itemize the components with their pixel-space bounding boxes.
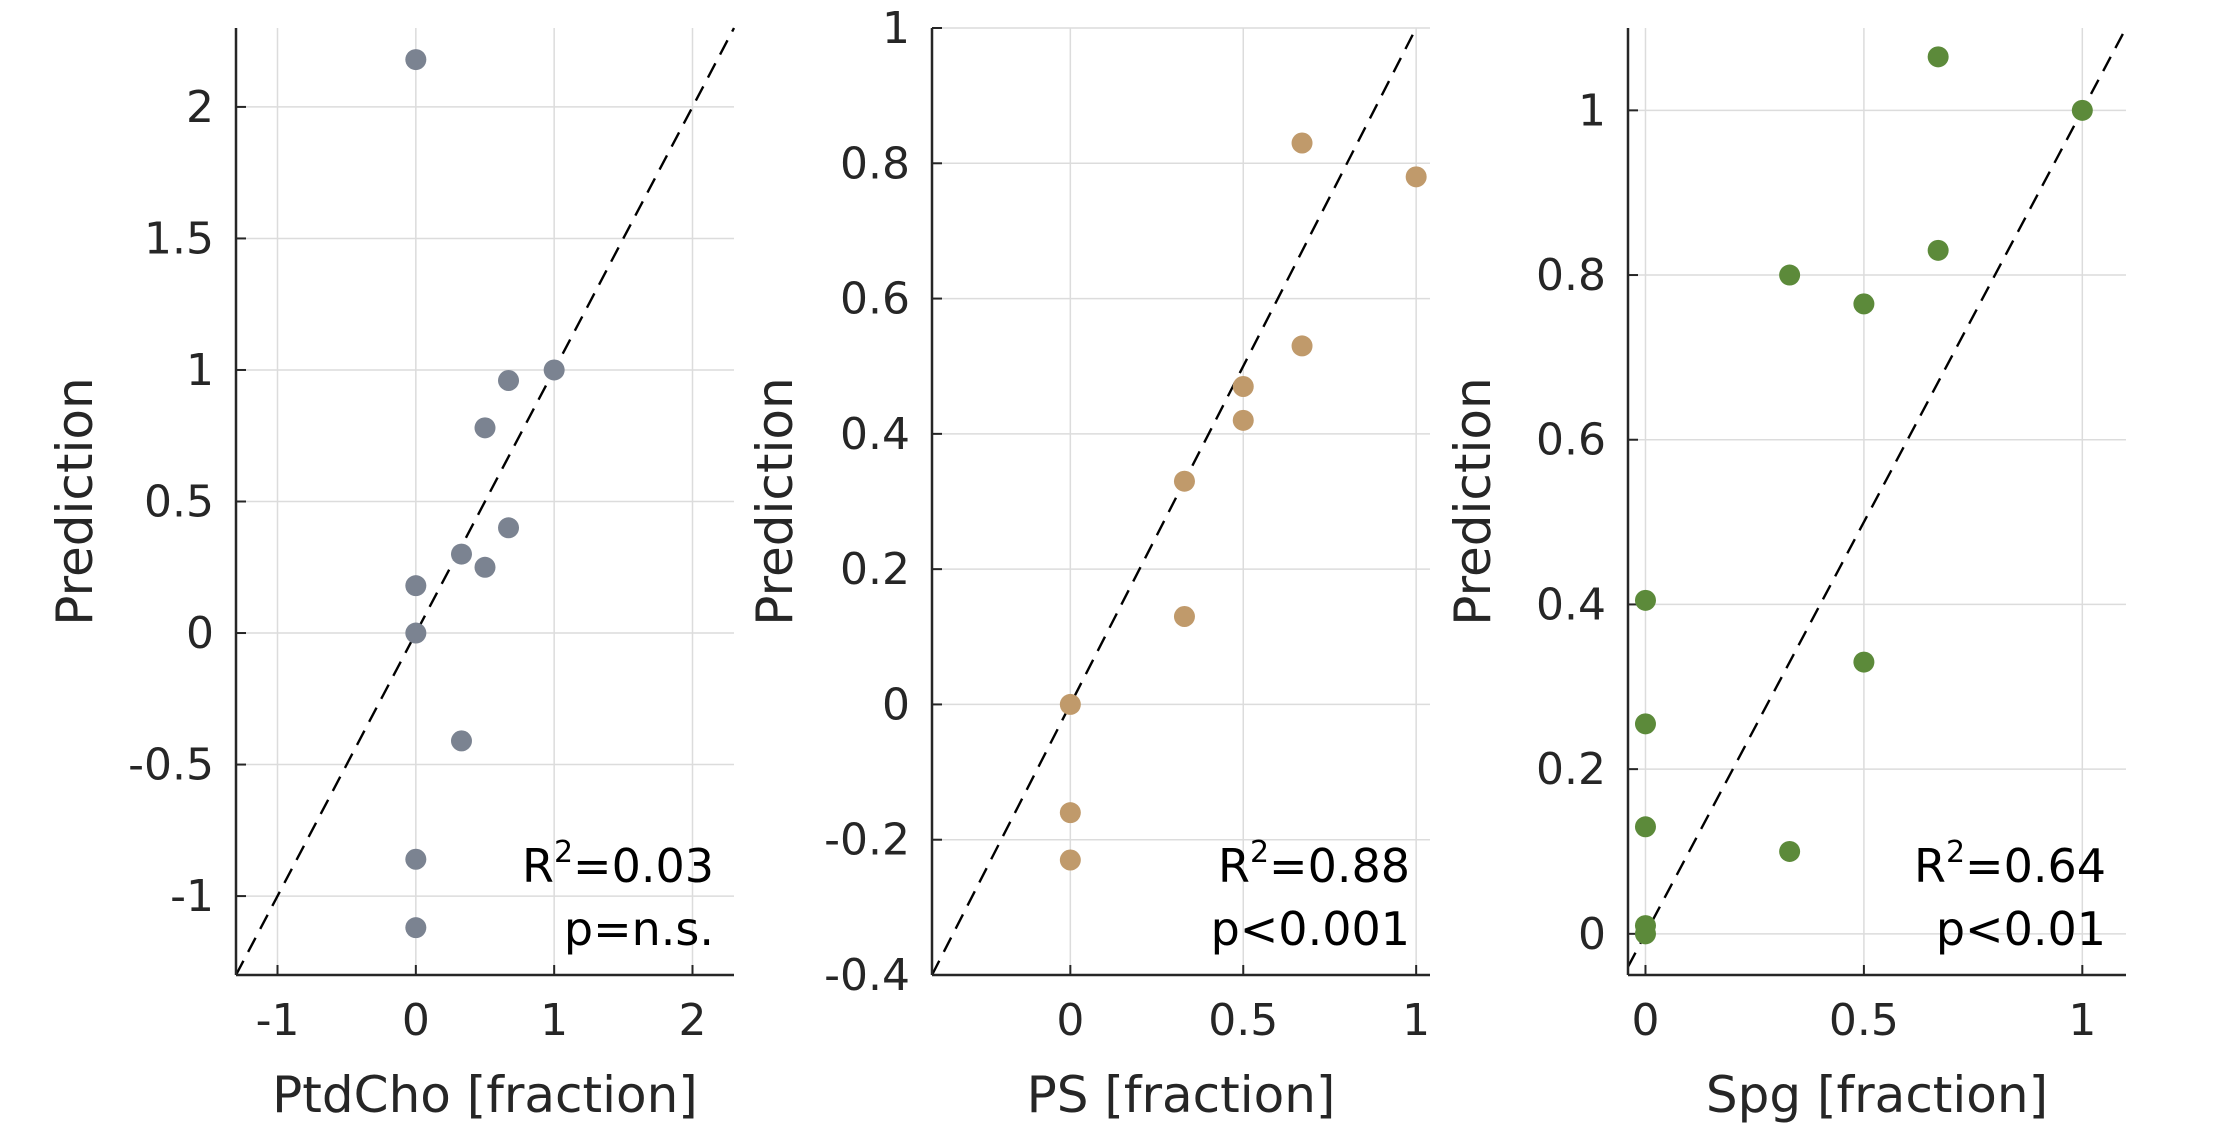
r-squared-annotation: R2=0.88 xyxy=(1218,835,1410,893)
data-point xyxy=(405,575,427,597)
data-point xyxy=(1059,802,1081,824)
data-point xyxy=(1853,293,1875,315)
y-tick-label: 0.2 xyxy=(840,544,910,595)
x-tick-label: 0.5 xyxy=(1208,995,1278,1046)
x-tick-label: 2 xyxy=(679,995,707,1046)
y-tick-label: 1.5 xyxy=(144,213,214,264)
data-point xyxy=(1634,923,1656,945)
data-point xyxy=(405,848,427,870)
x-axis-title: PS [fraction] xyxy=(1027,1066,1336,1124)
y-axis-title: Prediction xyxy=(1444,377,1502,625)
r-squared-value: =0.64 xyxy=(1965,839,2106,893)
data-point xyxy=(1232,409,1254,431)
y-tick-label: 0.6 xyxy=(840,274,910,325)
x-tick-label: 0 xyxy=(402,995,430,1046)
x-axis-title: Spg [fraction] xyxy=(1706,1066,2048,1124)
y-tick-label: 1 xyxy=(882,3,910,54)
y-tick-label: 0 xyxy=(186,608,214,659)
y-tick-label: -0.5 xyxy=(128,740,214,791)
p-value-annotation: p<0.01 xyxy=(1936,902,2106,956)
identity-reference-line xyxy=(930,27,1418,976)
y-tick-label: 0.2 xyxy=(1536,744,1606,795)
data-point xyxy=(1232,376,1254,398)
panel-3: 0 0.5 1 0 0.2 0.4 0.6 0.8 1 Spg [fraction] Predict… xyxy=(1444,27,2128,1124)
x-tick-label: 1 xyxy=(1402,995,1430,1046)
data-point xyxy=(1173,470,1195,492)
y-tick-label: 0.8 xyxy=(1536,250,1606,301)
r-squared-superscript: 2 xyxy=(1946,835,1965,870)
r-squared-annotation: R2=0.03 xyxy=(522,835,714,893)
data-point xyxy=(1634,713,1656,735)
data-point xyxy=(450,543,472,565)
data-point xyxy=(450,730,472,752)
data-point xyxy=(1634,816,1656,838)
y-tick-label: 0.8 xyxy=(840,138,910,189)
x-tick-label: 0 xyxy=(1056,995,1084,1046)
r-squared-superscript: 2 xyxy=(1250,835,1269,870)
data-point xyxy=(1059,693,1081,715)
y-tick-label: 0 xyxy=(882,679,910,730)
data-point xyxy=(498,369,520,391)
r-squared-value: =0.03 xyxy=(573,839,714,893)
y-tick-label: -1 xyxy=(170,871,214,922)
y-tick-label: -0.2 xyxy=(824,815,910,866)
panel-1: -1 0 1 2 -1 -0.5 0 0.5 1 1.5 2 PtdCho [fraction] Pre… xyxy=(46,27,736,1124)
data-point xyxy=(1173,605,1195,627)
y-tick-label: 0.4 xyxy=(1536,579,1606,630)
y-tick-label: -0.4 xyxy=(824,950,910,1001)
x-tick-label: -1 xyxy=(256,995,300,1046)
x-tick-label: 1 xyxy=(2068,995,2096,1046)
data-point xyxy=(1927,239,1949,261)
x-tick-label: 1 xyxy=(540,995,568,1046)
y-tick-label: 0.5 xyxy=(144,477,214,528)
x-tick-label: 0.5 xyxy=(1829,995,1899,1046)
y-tick-label: 0.4 xyxy=(840,409,910,460)
r-squared-annotation: R2=0.64 xyxy=(1914,835,2106,893)
data-point xyxy=(1634,589,1656,611)
y-tick-label: 1 xyxy=(1578,85,1606,136)
p-value-annotation: p=n.s. xyxy=(564,902,714,956)
data-point xyxy=(405,917,427,939)
y-axis-title: Prediction xyxy=(746,377,804,625)
data-point xyxy=(2071,99,2093,121)
identity-reference-line xyxy=(234,27,736,976)
data-point xyxy=(405,49,427,71)
y-tick-label: 0 xyxy=(1578,909,1606,960)
r-squared-value: =0.88 xyxy=(1269,839,1410,893)
x-tick-label: 0 xyxy=(1631,995,1659,1046)
data-point xyxy=(1291,132,1313,154)
y-tick-label: 0.6 xyxy=(1536,415,1606,466)
data-point xyxy=(543,359,565,381)
p-value-annotation: p<0.001 xyxy=(1211,902,1410,956)
r-squared-letter: R xyxy=(1218,839,1250,893)
data-point xyxy=(1853,651,1875,673)
r-squared-letter: R xyxy=(522,839,554,893)
data-point xyxy=(1927,46,1949,68)
y-tick-label: 2 xyxy=(186,82,214,133)
data-point xyxy=(1291,335,1313,357)
data-point xyxy=(474,417,496,439)
data-point xyxy=(1059,849,1081,871)
y-axis-title: Prediction xyxy=(46,377,104,625)
r-squared-letter: R xyxy=(1914,839,1946,893)
data-point xyxy=(1405,166,1427,188)
y-tick-label: 1 xyxy=(186,345,214,396)
r-squared-superscript: 2 xyxy=(554,835,573,870)
data-point xyxy=(405,622,427,644)
panel-2: 0 0.5 1 -0.4 -0.2 0 0.2 0.4 0.6 0.8 1 PS [fraction]… xyxy=(746,3,1430,1124)
data-point xyxy=(498,517,520,539)
x-axis-title: PtdCho [fraction] xyxy=(272,1066,698,1124)
identity-reference-line xyxy=(1626,27,2128,968)
data-point xyxy=(1779,840,1801,862)
data-point xyxy=(474,556,496,578)
data-point xyxy=(1779,264,1801,286)
